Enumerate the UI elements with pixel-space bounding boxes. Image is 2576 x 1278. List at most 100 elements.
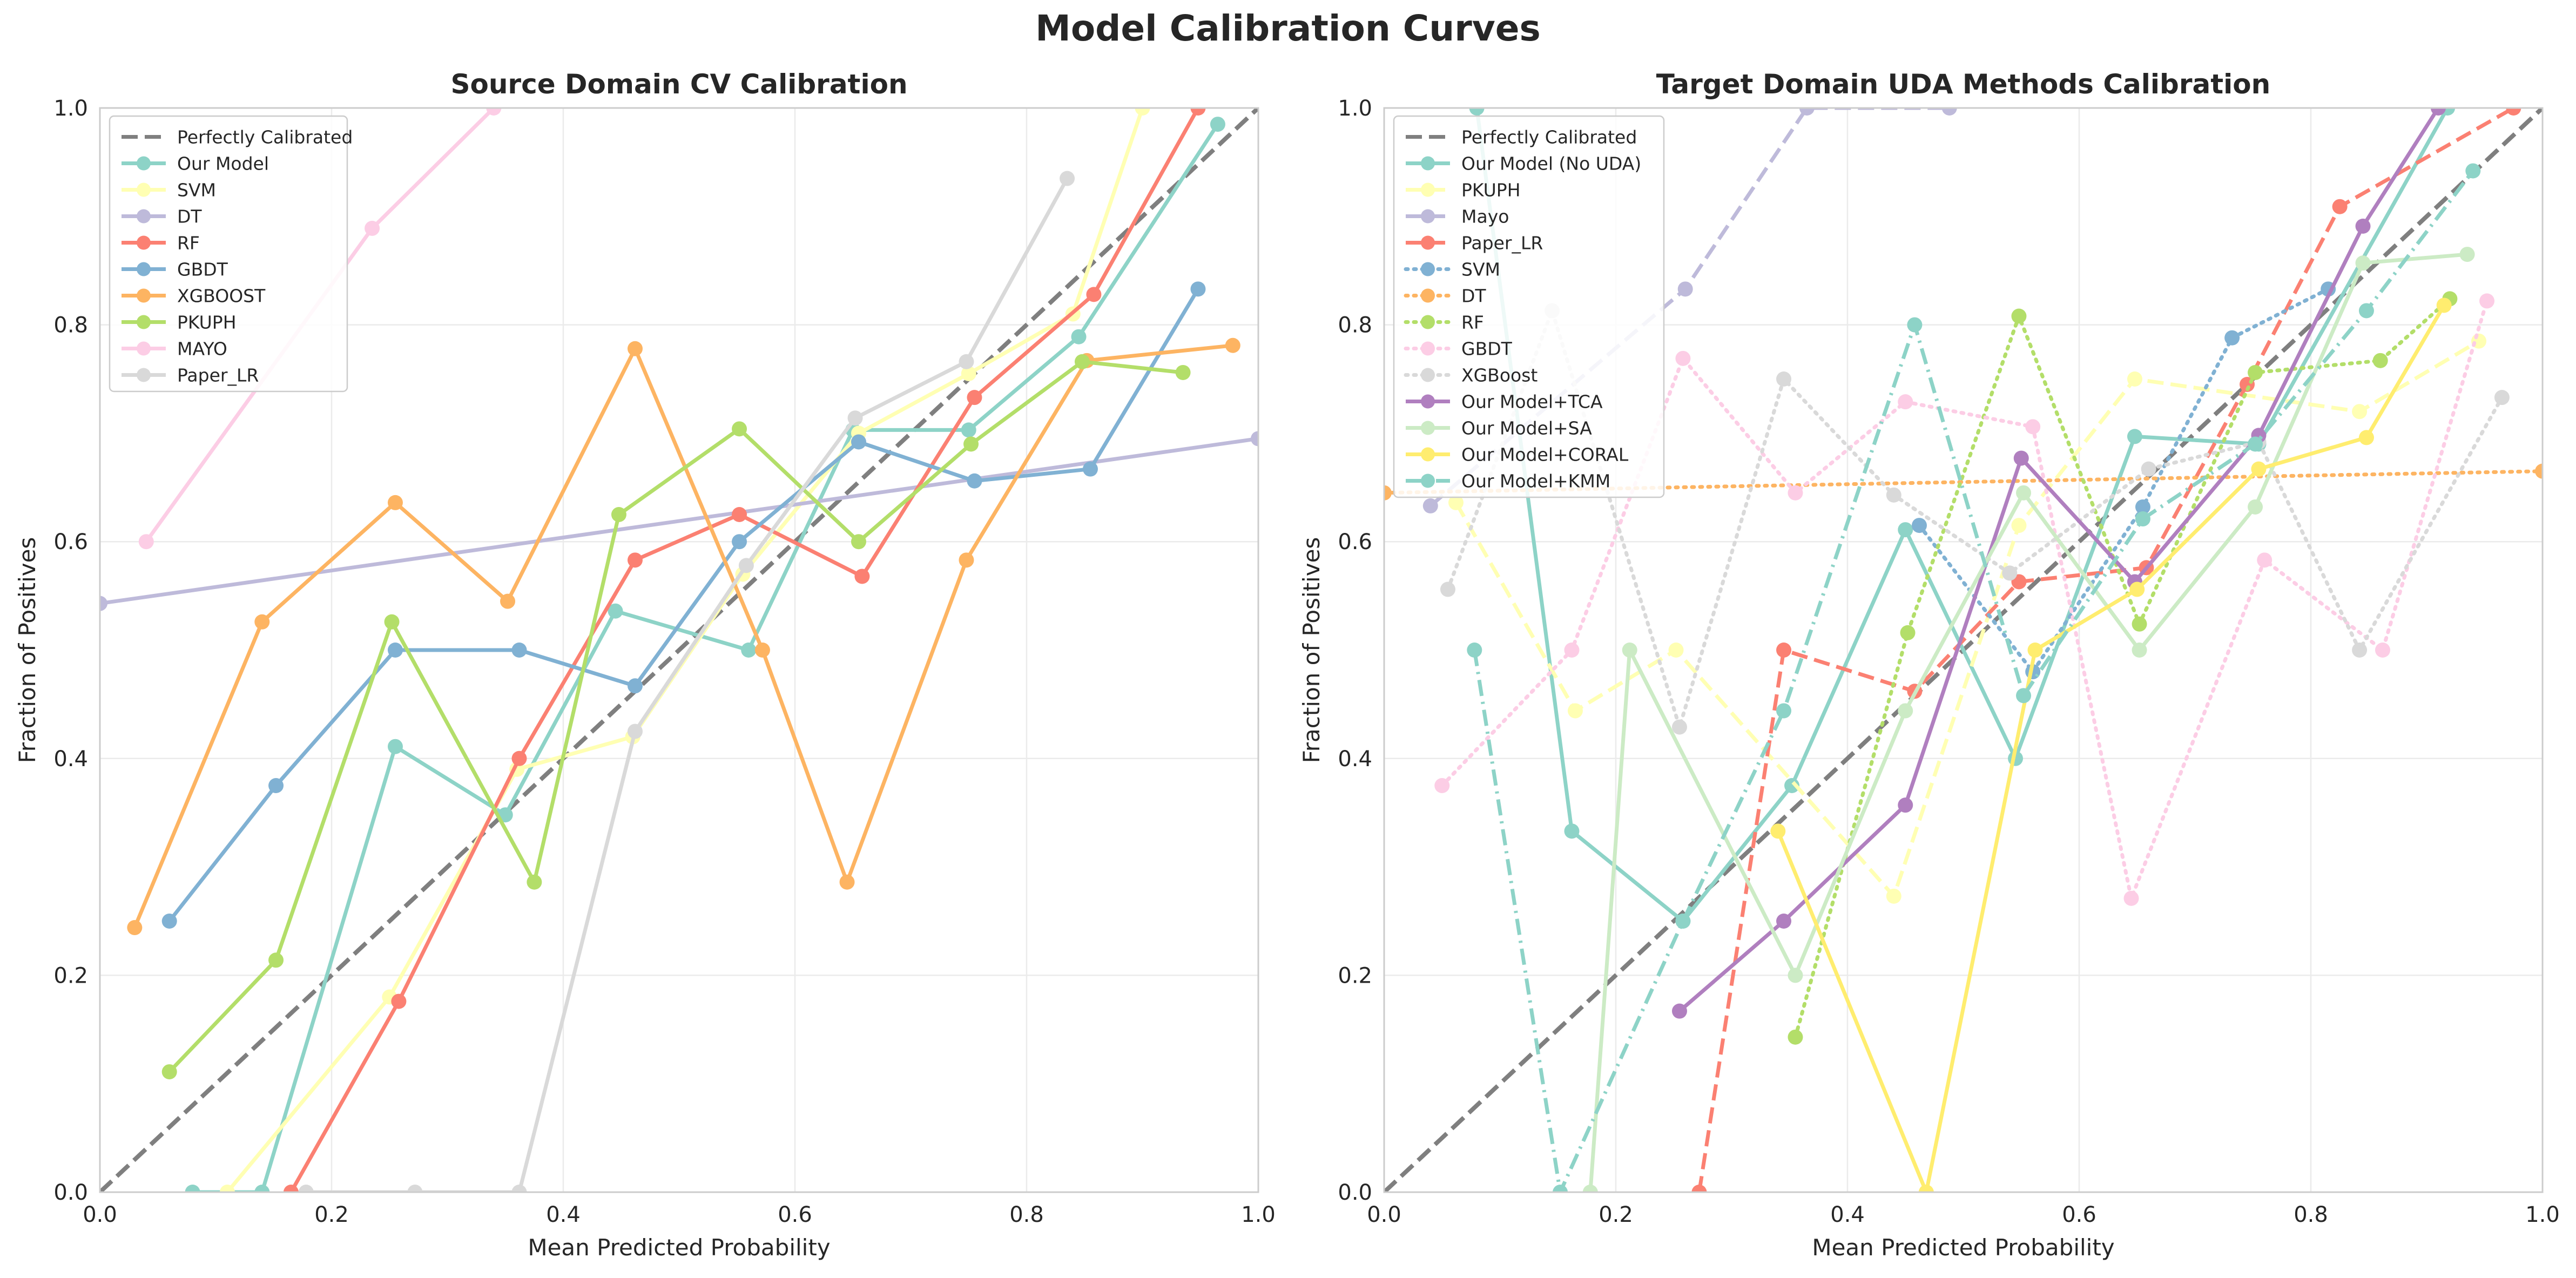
- legend-label: Our Model+KMM: [1461, 471, 1610, 492]
- data-point-our-model-no-uda: [1564, 823, 1580, 839]
- data-point-our-model: [961, 422, 976, 438]
- plot-frame: [1383, 107, 2544, 1193]
- data-point-gbdt: [268, 778, 284, 793]
- data-point-rf: [627, 552, 643, 568]
- data-point-our-model-sa: [2132, 643, 2147, 658]
- legend-label: Our Model+SA: [1461, 418, 1592, 439]
- legend: Perfectly Calibrated Our Model SVM DT RF GBDT…: [109, 115, 353, 393]
- data-point-xgboost: [1776, 371, 1792, 387]
- series-line-dt: [100, 436, 1258, 606]
- legend-marker: [1421, 235, 1435, 250]
- data-point-svm: [219, 1185, 235, 1192]
- data-point-rf: [2248, 364, 2263, 380]
- legend-label: GBDT: [1461, 339, 1513, 360]
- legend-marker: [1421, 368, 1435, 382]
- series-group: [100, 108, 1258, 1192]
- legend-marker: [1421, 182, 1435, 197]
- data-point-pkuph: [1448, 495, 1464, 510]
- data-point-pkuph: [268, 952, 284, 968]
- y-tick-label: 0.4: [1338, 747, 1372, 772]
- data-point-our-model-coral: [2436, 297, 2452, 313]
- data-point-paper-lr: [2506, 108, 2521, 116]
- data-point-our-model-sa: [2459, 247, 2475, 262]
- data-point-svm: [2224, 330, 2240, 346]
- legend-label: PKUPH: [177, 312, 237, 333]
- data-point-dt: [100, 596, 107, 611]
- data-point-our-model-sa: [2016, 485, 2032, 501]
- panel-title: Source Domain CV Calibration: [450, 69, 907, 100]
- series-group: [1384, 108, 2543, 1192]
- data-point-our-model-no-uda: [1469, 108, 1485, 116]
- data-point-pkuph: [963, 436, 979, 452]
- legend-marker: [1421, 447, 1435, 462]
- data-point-pkuph: [2127, 371, 2142, 387]
- data-point-our-model-kmm: [2135, 511, 2150, 527]
- data-point-rf: [1086, 287, 1102, 302]
- data-point-xgboost: [1440, 581, 1455, 597]
- x-tick-label: 0.6: [2062, 1202, 2096, 1227]
- series-line-paper-lr: [1697, 108, 2515, 1192]
- data-point-gbdt: [2479, 293, 2495, 309]
- x-tick-label: 1.0: [1241, 1202, 1276, 1227]
- panel-target-domain: 0.0 0.2 0.4 0.6 0.8 1.0 0.0 0.2 0.4 0.6 0.8 1.0 Targ…: [1298, 69, 2560, 1261]
- y-tick-label: 0.2: [1338, 963, 1372, 988]
- data-point-pkuph: [384, 614, 400, 630]
- data-point-our-model-kmm: [2358, 303, 2374, 319]
- data-point-our-model-kmm: [1675, 914, 1691, 929]
- legend-marker: [137, 235, 151, 250]
- data-point-our-model-no-uda: [1784, 778, 1800, 793]
- legend-marker: [137, 368, 151, 382]
- data-point-xgboost: [127, 920, 143, 936]
- data-point-dt: [1384, 485, 1392, 501]
- y-tick-label: 0.6: [53, 530, 88, 555]
- data-point-gbdt: [627, 678, 643, 694]
- data-point-pkuph: [161, 1064, 177, 1080]
- data-point-our-model: [387, 739, 403, 754]
- data-point-gbdt: [2025, 419, 2041, 435]
- x-axis-label: Mean Predicted Probability: [528, 1234, 830, 1261]
- x-tick-label: 0.6: [778, 1202, 812, 1227]
- legend-marker: [137, 262, 151, 276]
- data-point-rf: [2132, 616, 2147, 632]
- data-point-pkuph: [732, 421, 747, 437]
- x-tick-label: 0.4: [546, 1202, 581, 1227]
- legend-marker: [1421, 394, 1435, 409]
- data-point-pkuph: [851, 534, 866, 550]
- legend-marker: [1421, 341, 1435, 356]
- data-point-paper-lr: [738, 558, 754, 573]
- data-point-paper-lr: [1776, 643, 1792, 658]
- data-point-our-model-coral: [1770, 823, 1786, 839]
- legend-marker: [137, 209, 151, 224]
- data-point-our-model-tca: [2013, 450, 2029, 466]
- x-tick-label: 0.0: [1367, 1202, 1401, 1227]
- data-point-pkuph: [1668, 643, 1684, 658]
- y-tick-label: 0.0: [1338, 1180, 1372, 1205]
- data-point-paper-lr: [2332, 199, 2348, 214]
- data-point-pkuph: [1074, 354, 1090, 369]
- data-point-xgboost: [1886, 487, 1901, 503]
- data-point-pkuph: [2011, 518, 2027, 533]
- data-point-paper-lr: [1691, 1185, 1707, 1192]
- data-point-paper-lr: [847, 410, 863, 426]
- series-line-our-model: [192, 123, 1219, 1192]
- legend-label: Our Model (No UDA): [1461, 153, 1641, 174]
- data-point-our-model-sa: [1788, 968, 1803, 983]
- data-point-paper-lr: [511, 1185, 527, 1192]
- data-point-gbdt: [2257, 552, 2272, 568]
- data-point-our-model-coral: [2358, 430, 2374, 445]
- data-point-gbdt: [1190, 281, 1206, 297]
- legend-label: Perfectly Calibrated: [1461, 127, 1637, 148]
- y-tick-label: 0.8: [53, 313, 88, 338]
- series-line-perfectly-calibrated: [100, 108, 1258, 1192]
- y-tick-label: 0.8: [1338, 313, 1372, 338]
- y-axis-label: Fraction of Positives: [14, 537, 41, 763]
- x-tick-label: 0.2: [1599, 1202, 1633, 1227]
- x-tick-label: 0.2: [314, 1202, 349, 1227]
- data-point-xgboost: [754, 643, 770, 658]
- figure-title: Model Calibration Curves: [1035, 8, 1541, 49]
- legend-label: Our Model+CORAL: [1461, 444, 1629, 465]
- legend-box: [109, 115, 348, 393]
- series-line-gbdt: [167, 288, 1200, 923]
- data-point-paper-lr: [959, 354, 974, 369]
- legend-label: Our Model+TCA: [1461, 391, 1603, 413]
